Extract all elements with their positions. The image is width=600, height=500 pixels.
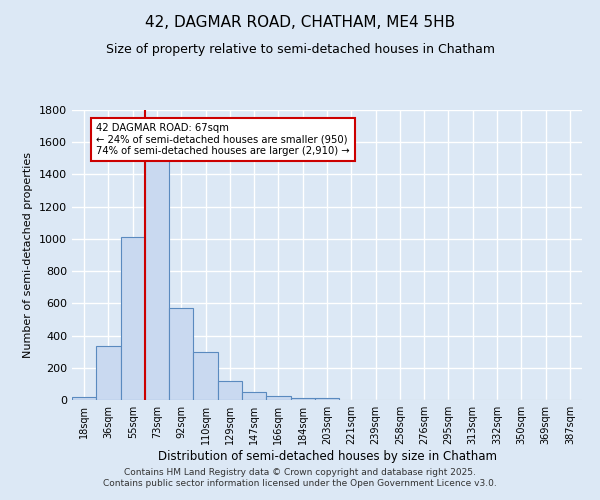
Bar — [72, 397, 96, 400]
Bar — [266, 396, 290, 400]
Text: 42 DAGMAR ROAD: 67sqm
← 24% of semi-detached houses are smaller (950)
74% of sem: 42 DAGMAR ROAD: 67sqm ← 24% of semi-deta… — [96, 123, 350, 156]
Bar — [290, 398, 315, 400]
Bar — [218, 380, 242, 400]
Bar — [242, 392, 266, 400]
Text: Size of property relative to semi-detached houses in Chatham: Size of property relative to semi-detach… — [106, 42, 494, 56]
Bar — [121, 238, 145, 400]
Bar — [145, 156, 169, 400]
Bar — [96, 346, 121, 400]
Bar — [169, 308, 193, 400]
Text: 42, DAGMAR ROAD, CHATHAM, ME4 5HB: 42, DAGMAR ROAD, CHATHAM, ME4 5HB — [145, 15, 455, 30]
Text: Contains HM Land Registry data © Crown copyright and database right 2025.
Contai: Contains HM Land Registry data © Crown c… — [103, 468, 497, 487]
X-axis label: Distribution of semi-detached houses by size in Chatham: Distribution of semi-detached houses by … — [157, 450, 497, 463]
Y-axis label: Number of semi-detached properties: Number of semi-detached properties — [23, 152, 34, 358]
Bar — [193, 352, 218, 400]
Bar — [315, 398, 339, 400]
